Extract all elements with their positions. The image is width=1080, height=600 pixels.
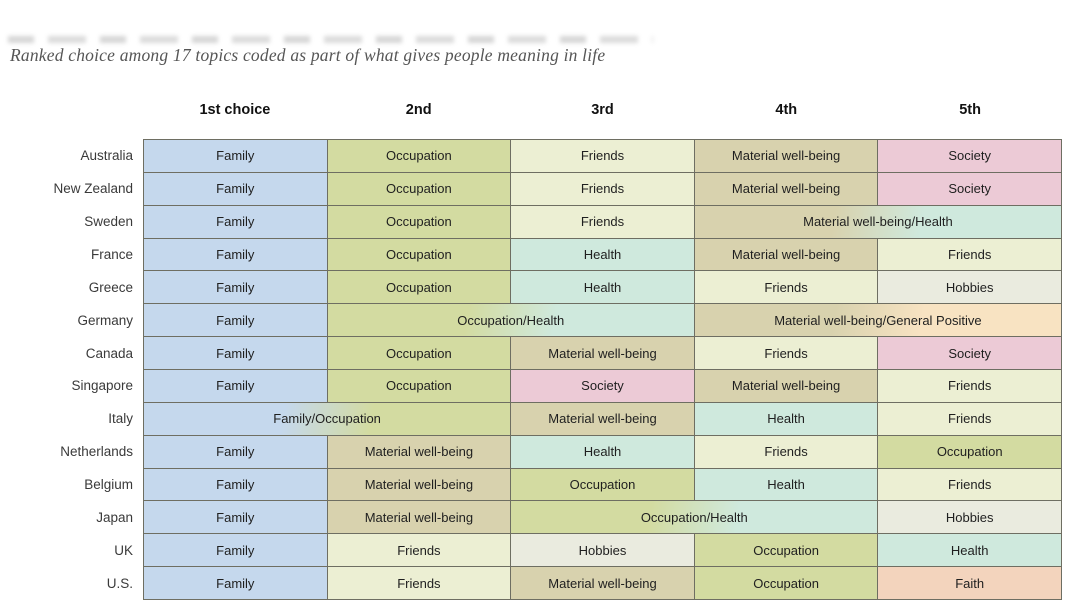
rank-cell: Family — [144, 501, 327, 534]
rank-cell: Friends — [694, 337, 878, 369]
rank-cell: Family — [144, 205, 327, 238]
rank-cell: Family — [144, 304, 327, 337]
rank-cell: Material well-being — [327, 501, 511, 534]
rank-cell: Family — [144, 337, 327, 369]
rank-cell: Occupation — [878, 435, 1061, 468]
country-label: Australia — [80, 148, 133, 164]
rank-cell: Occupation — [327, 140, 511, 172]
rank-cell: Material well-being — [511, 337, 694, 369]
rank-cell: Material well-being — [327, 468, 511, 501]
rank-cell: Friends — [878, 238, 1061, 271]
rank-cell: Occupation — [511, 468, 694, 501]
column-header-4th: 4th — [775, 102, 798, 118]
column-header-3rd: 3rd — [591, 102, 614, 118]
column-header-2nd: 2nd — [405, 102, 432, 118]
country-label: Singapore — [71, 378, 133, 394]
rank-cell: Family — [144, 172, 327, 205]
rank-cell: Material well-being — [327, 435, 511, 468]
column-header-row: 1st choice 2nd 3rd 4th 5th — [143, 102, 1062, 118]
rank-cell: Friends — [878, 402, 1061, 435]
rank-cell: Society — [878, 172, 1061, 205]
country-label: U.S. — [106, 575, 133, 591]
country-label: Netherlands — [60, 444, 133, 460]
column-header-1st: 1st choice — [199, 102, 271, 118]
rank-cell: Friends — [327, 534, 511, 567]
rank-cell: Material well-being/Health — [694, 205, 1061, 238]
rank-cell: Health — [511, 435, 694, 468]
rank-cell: Faith — [878, 567, 1061, 599]
rank-cell: Occupation — [694, 534, 878, 567]
rank-cell: Occupation — [327, 337, 511, 369]
rank-cell: Family — [144, 468, 327, 501]
rank-cell: Family — [144, 534, 327, 567]
rank-cell: Family — [144, 271, 327, 304]
rank-cell: Friends — [878, 468, 1061, 501]
rank-cell: Material well-being — [694, 238, 878, 271]
country-label: Greece — [88, 279, 133, 295]
rank-cell: Occupation/Health — [327, 304, 694, 337]
country-label: Italy — [108, 411, 133, 427]
country-label: UK — [114, 542, 133, 558]
rank-cell: Occupation — [327, 271, 511, 304]
country-labels-column: Australia New Zealand Sweden France Greece Ge… — [0, 139, 133, 600]
country-label: Japan — [96, 509, 133, 525]
rank-cell: Material well-being — [694, 140, 878, 172]
rank-cell: Family — [144, 140, 327, 172]
rank-cell: Occupation/Health — [511, 501, 878, 534]
rank-cell: Society — [511, 370, 694, 402]
rank-cell: Occupation — [327, 370, 511, 402]
rank-cell: Hobbies — [878, 271, 1061, 304]
rank-cell: Family — [144, 435, 327, 468]
column-header-5th: 5th — [959, 102, 981, 118]
rank-cell: Occupation — [327, 205, 511, 238]
rank-cell: Material well-being/General Positive — [694, 304, 1061, 337]
rank-cell: Health — [511, 271, 694, 304]
rank-cell: Material well-being — [694, 370, 878, 402]
rank-cell: Friends — [694, 435, 878, 468]
rank-cell: Occupation — [694, 567, 878, 599]
rank-cell: Friends — [511, 140, 694, 172]
rank-cell: Society — [878, 140, 1061, 172]
rank-cell: Health — [511, 238, 694, 271]
rank-cell: Friends — [694, 271, 878, 304]
rank-cell: Friends — [878, 370, 1061, 402]
rank-cell: Occupation — [327, 172, 511, 205]
rank-cell: Material well-being — [511, 567, 694, 599]
rank-cell: Material well-being — [694, 172, 878, 205]
country-label: Belgium — [84, 476, 133, 492]
rank-cell: Hobbies — [511, 534, 694, 567]
rank-cell: Material well-being — [511, 402, 694, 435]
rank-cell: Hobbies — [878, 501, 1061, 534]
rank-cell: Family — [144, 238, 327, 271]
country-label: Germany — [77, 312, 133, 328]
rank-cell: Occupation — [327, 238, 511, 271]
figure-subtitle: Ranked choice among 17 topics coded as p… — [10, 45, 606, 65]
rank-cell: Health — [694, 468, 878, 501]
country-label: Sweden — [84, 214, 133, 230]
rank-cell: Friends — [511, 172, 694, 205]
rank-cell: Family/Occupation — [144, 402, 511, 435]
country-label: Canada — [85, 345, 133, 361]
country-label: New Zealand — [53, 181, 133, 197]
ranked-choice-grid: Family Occupation Friends Material well-bei… — [143, 139, 1062, 600]
rank-cell: Friends — [327, 567, 511, 599]
rank-cell: Family — [144, 370, 327, 402]
rank-cell: Friends — [511, 205, 694, 238]
cropped-text-remnant — [8, 36, 653, 43]
rank-cell: Health — [694, 402, 878, 435]
rank-cell: Society — [878, 337, 1061, 369]
country-label: France — [90, 246, 133, 262]
rank-cell: Health — [878, 534, 1061, 567]
rank-cell: Family — [144, 567, 327, 599]
